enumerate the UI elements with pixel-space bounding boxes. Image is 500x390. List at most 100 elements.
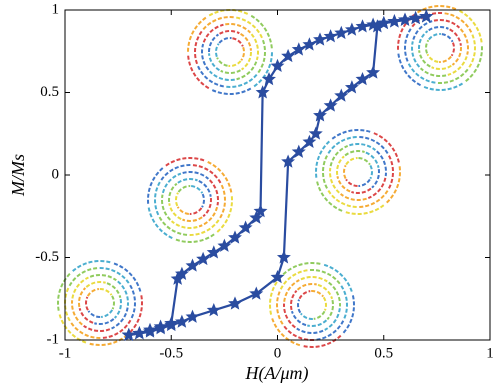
x-tick-label: 0.5 [374, 345, 393, 361]
inset-arc [201, 43, 210, 71]
data-point [313, 32, 327, 46]
data-point [291, 42, 306, 56]
data-point [121, 327, 136, 341]
inset-arc [322, 296, 327, 311]
data-point [419, 9, 434, 23]
data-point [281, 154, 296, 168]
inset-arc [329, 167, 340, 194]
inset-arc [313, 310, 326, 320]
inset-arc [428, 26, 449, 32]
inset-arc [160, 164, 191, 181]
inset-arc [187, 16, 208, 52]
inset-arc [113, 298, 122, 319]
data-point [323, 29, 338, 43]
inset-arc [194, 30, 203, 65]
inset-arc [225, 23, 252, 34]
data-point [185, 309, 200, 323]
inset-arc [85, 281, 106, 288]
inset-arc [225, 73, 258, 88]
inset-arc [208, 9, 250, 17]
data-point [302, 134, 317, 148]
x-tick-label: 1 [486, 345, 494, 361]
inset-arc [196, 65, 224, 88]
inset-arc [177, 185, 191, 193]
inset-arc [176, 206, 190, 215]
inset-arc [464, 46, 483, 83]
inset-arc [220, 69, 241, 74]
inset-arc [344, 204, 385, 215]
inset-arc [450, 42, 455, 57]
inset-arc [182, 216, 203, 222]
inset-arc [404, 27, 412, 62]
inset-arc [201, 193, 205, 208]
inset-arc [219, 30, 240, 35]
data-point [398, 12, 412, 26]
inset-arc [282, 262, 322, 276]
y-tick-label: -1 [47, 331, 60, 347]
y-tick-label: 1 [52, 1, 60, 17]
inset-arc [257, 39, 266, 74]
inset-arc [215, 43, 220, 58]
inset-arc [189, 207, 203, 215]
inset-arc [64, 287, 71, 322]
inset-arc [317, 283, 334, 300]
inset-arc [345, 178, 358, 187]
inset-arc [198, 180, 212, 197]
inset-arc [387, 155, 394, 190]
inset-arc [290, 310, 307, 327]
inset-arc [240, 46, 245, 61]
data-point [253, 204, 268, 218]
inset-arc [78, 307, 94, 324]
data-point [376, 15, 391, 30]
inset-arc [358, 157, 371, 166]
inset-arc [232, 37, 244, 47]
inset-arc [359, 136, 389, 155]
data-point [334, 88, 349, 102]
inset-arc [411, 41, 421, 68]
inset-arc [190, 185, 204, 194]
data-point [344, 22, 359, 36]
inset-arc [58, 313, 87, 344]
data-point [262, 72, 276, 86]
inset-arc [425, 39, 430, 54]
inset-arc [88, 334, 128, 346]
data-point [270, 58, 285, 73]
inset-arc [316, 320, 345, 341]
inset-arc [128, 295, 143, 334]
inset-arc [71, 276, 89, 299]
inset-arc [300, 312, 313, 320]
inset-arc [297, 299, 302, 314]
inset-arc [252, 52, 273, 88]
inset-arc [208, 179, 219, 206]
inset-arc [198, 206, 219, 228]
data-point [308, 126, 323, 140]
inset-arc [177, 178, 198, 184]
data-point [170, 271, 185, 285]
inset-arc [418, 50, 431, 68]
inset-arc [327, 136, 358, 154]
inset-arc [83, 324, 111, 332]
inset-arc [444, 12, 473, 34]
inset-arc [459, 28, 469, 55]
inset-arc [71, 300, 83, 326]
data-point [217, 238, 232, 252]
inset-arc [270, 316, 301, 347]
inset-arc [307, 319, 328, 327]
inset-arc [283, 279, 300, 302]
inset-arc [426, 53, 439, 63]
inset-arc [279, 269, 308, 290]
inset-arc [336, 175, 351, 193]
data-point [228, 296, 242, 310]
inset-arc [170, 220, 198, 229]
inset-arc [341, 295, 355, 335]
inset-arc [210, 87, 252, 95]
inset-arc [290, 290, 298, 311]
insets [57, 5, 483, 348]
inset-arc [437, 68, 469, 84]
inset-arc [447, 56, 468, 76]
data-point [408, 11, 423, 25]
data-point [270, 270, 285, 284]
inset-arc [441, 33, 454, 43]
inset-arc [158, 216, 188, 236]
inset-arc [451, 47, 462, 66]
